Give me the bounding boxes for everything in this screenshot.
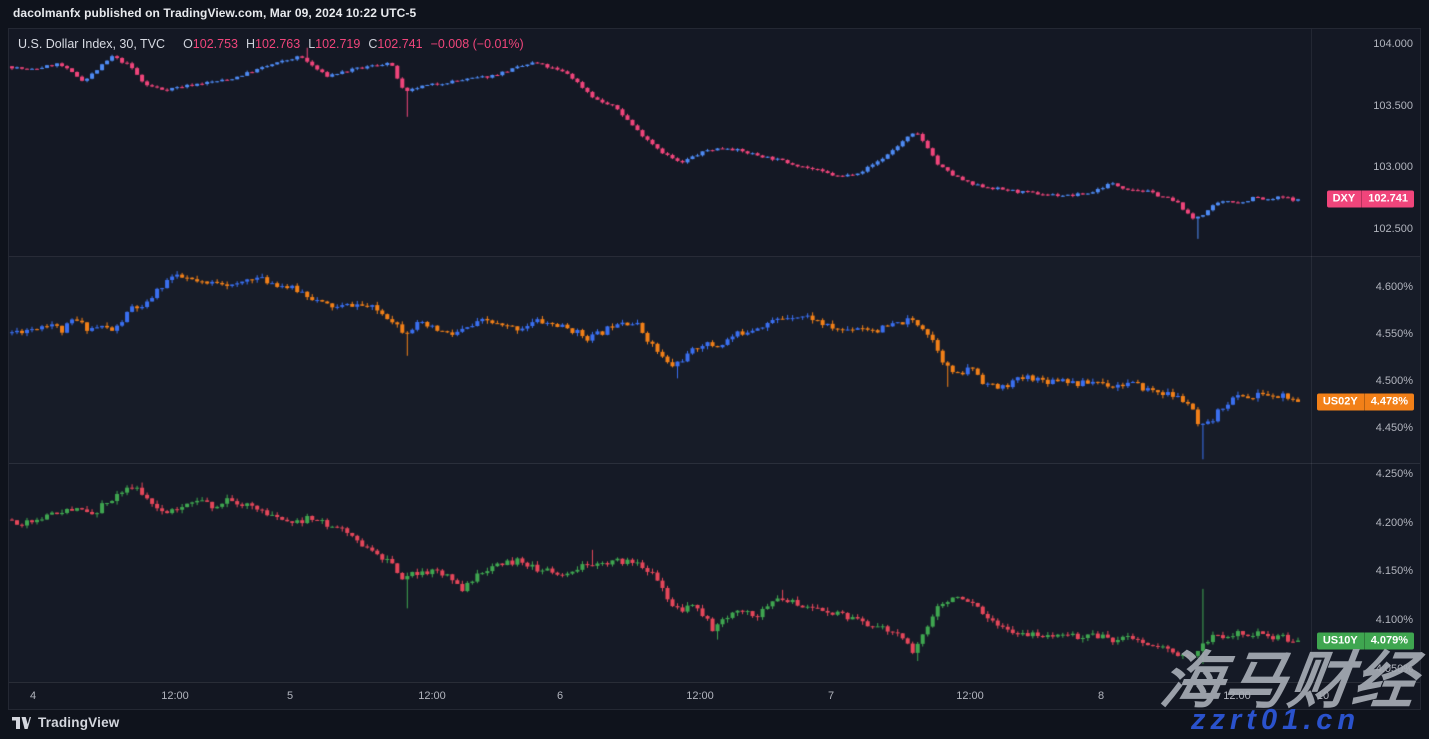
price-tick-label: 103.000 [1373,161,1413,174]
badge-value: 4.079% [1370,634,1408,646]
time-axis-label: 12:00 [1223,690,1251,702]
price-tick-label: 4.100% [1375,614,1413,627]
time-axis-label: 4 [29,690,37,702]
price-tick-label: 104.000 [1373,38,1413,50]
badge-symbol: US10Y [1317,632,1365,649]
time-axis-label: 12:00 [686,690,714,702]
badge-symbol: US02Y [1317,393,1365,411]
legend-high-label: H [245,37,256,51]
chart-frame: U.S. Dollar Index, 30, TVC O102.753 H102.7… [8,28,1421,710]
time-axis-label: 7 [827,690,835,702]
legend-open-label: O [183,37,193,51]
price-tick-label: 4.150% [1375,565,1413,578]
price-tick-label: 103.500 [1373,99,1413,112]
price-badge-us10y: US10Y 4.079% [1316,632,1414,649]
price-tick-label: 4.050% [1375,662,1413,675]
time-axis-label: 5 [286,690,294,702]
time-axis-label: 6 [556,690,564,702]
tradingview-brand-text: TradingView [38,715,120,730]
legend-low-label: L [308,37,316,51]
price-tick-label: 4.500% [1375,375,1413,388]
legend-title: U.S. Dollar Index, 30, TVC [18,37,166,51]
badge-symbol: DXY [1327,190,1363,208]
price-tick-label: 4.450% [1375,422,1413,435]
legend-low-value: 102.719 [315,37,361,51]
badge-value: 102.741 [1368,192,1408,205]
tradingview-logo[interactable]: TradingView [12,715,119,730]
pane-divider[interactable] [9,256,1420,257]
price-tick-label: 4.600% [1375,281,1413,294]
time-axis-label: 10 [1316,690,1330,702]
time-axis-label: 12:00 [956,690,984,702]
price-badge-us02y: US02Y 4.478% [1316,393,1414,411]
candlestick-canvas[interactable] [9,29,1311,682]
price-tick-label: 4.200% [1375,516,1413,529]
legend-close-label: C [368,37,378,51]
bottom-bar: TradingView [0,710,1429,739]
price-badge-dxy: DXY 102.741 [1326,190,1414,208]
price-scale[interactable]: DXY 102.741 US02Y 4.478% US10Y 4.079% 10… [1311,29,1421,682]
pane-divider[interactable] [9,463,1420,464]
price-tick-label: 102.500 [1373,223,1413,235]
price-tick-label: 4.550% [1375,328,1413,341]
time-axis[interactable]: 4 12:00 5 12:00 6 12:00 7 12:00 8 12:00 10 [9,682,1420,711]
time-axis-label: 12:00 [418,690,446,702]
legend-open-value: 102.753 [192,37,238,51]
time-axis-label: 8 [1097,690,1105,702]
legend-change-value: −0.008 (−0.01%) [430,37,524,51]
time-axis-label: 12:00 [161,690,189,702]
legend-high-value: 102.763 [255,37,301,51]
symbol-legend: U.S. Dollar Index, 30, TVC O102.753 H102.7… [18,37,524,51]
watermark-url: zzrt01.cn [1191,704,1361,736]
legend-close-value: 102.741 [377,37,423,51]
published-text: dacolmanfx published on TradingView.com,… [13,6,417,20]
price-tick-label: 4.250% [1375,467,1413,480]
tradingview-logo-icon [12,716,31,730]
published-info-bar: dacolmanfx published on TradingView.com,… [13,6,416,20]
badge-value: 4.478% [1370,395,1408,408]
